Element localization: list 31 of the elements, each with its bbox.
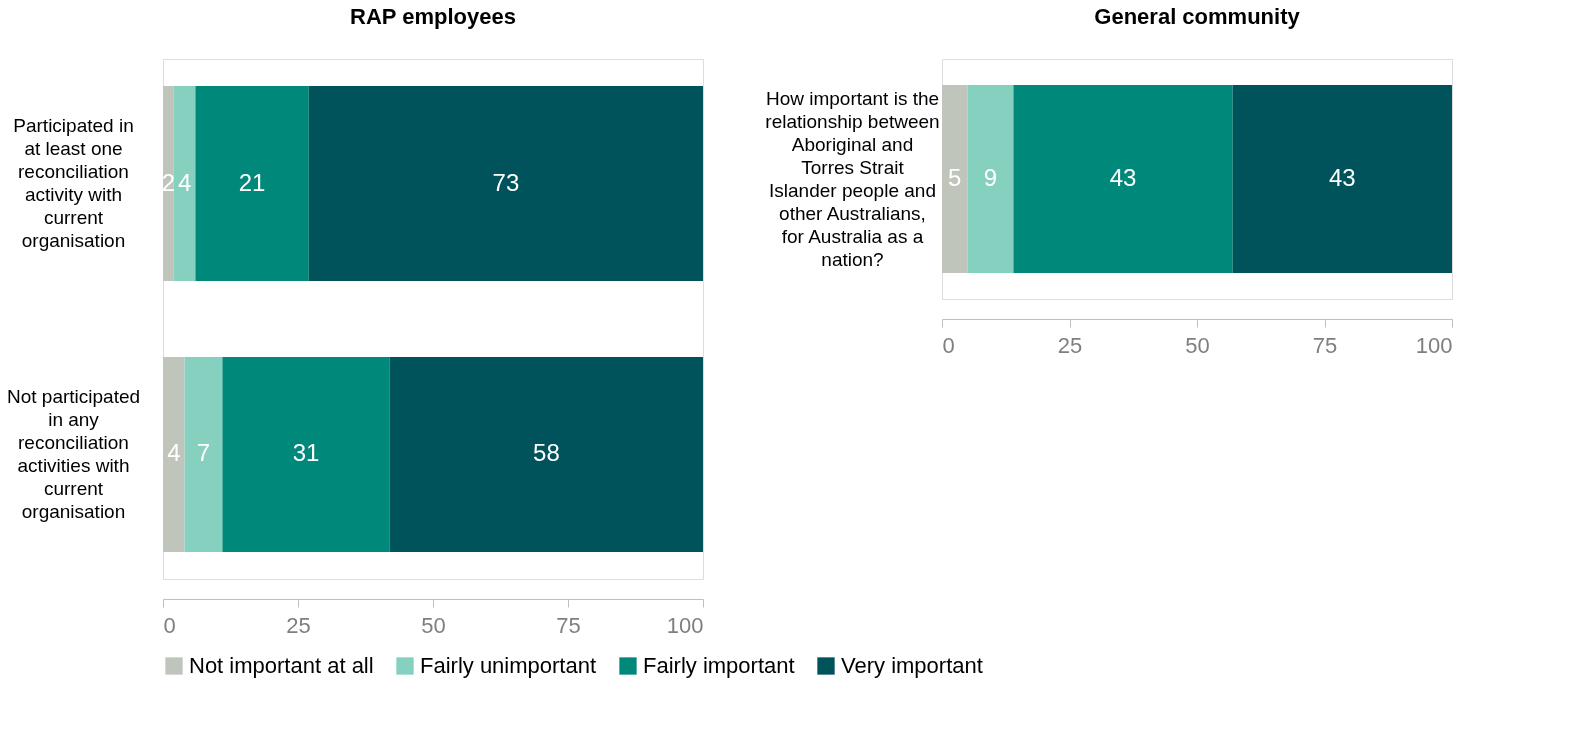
x-tick-label: 100 (666, 612, 704, 638)
data-label: 5 (948, 164, 962, 191)
x-tick-label: 25 (1057, 332, 1083, 358)
data-label: 58 (533, 439, 560, 467)
x-tick-label: 100 (1415, 332, 1453, 358)
data-label: 9 (983, 164, 998, 191)
y-tick-label: Not participated in any reconciliation activities with current organisation (6, 385, 141, 522)
legend-label: Very important (841, 653, 983, 678)
data-label: 43 (1329, 164, 1356, 191)
y-tick-label: How important is the relationship between Aboriginal and Torres Strait Islander people and other Australians, for Australia as a nation? (765, 87, 940, 270)
legend-label: Not important at all (189, 653, 374, 678)
data-label: 21 (238, 168, 266, 196)
data-label: 73 (492, 168, 520, 196)
x-tick-label: 75 (556, 612, 581, 638)
legend-label: Fairly unimportant (420, 653, 597, 678)
x-tick-label: 50 (421, 612, 446, 638)
x-tick-label: 0 (942, 332, 955, 358)
legend-label: Fairly important (643, 653, 795, 678)
x-tick-label: 75 (1312, 332, 1338, 358)
x-tick-label: 25 (286, 612, 311, 638)
x-tick-label: 50 (1185, 332, 1210, 358)
data-label: 7 (196, 439, 211, 467)
data-label: 31 (292, 439, 320, 467)
data-label: 4 (177, 168, 192, 196)
data-label: 2 (161, 168, 176, 196)
chart-title: General community (1094, 4, 1301, 29)
data-label: 4 (167, 439, 181, 467)
data-label: 43 (1109, 164, 1137, 191)
chart-title: RAP employees (350, 4, 516, 29)
y-tick-label: Participated in at least one reconciliation activity with current organisation (13, 115, 134, 252)
x-tick-label: 0 (163, 612, 176, 638)
